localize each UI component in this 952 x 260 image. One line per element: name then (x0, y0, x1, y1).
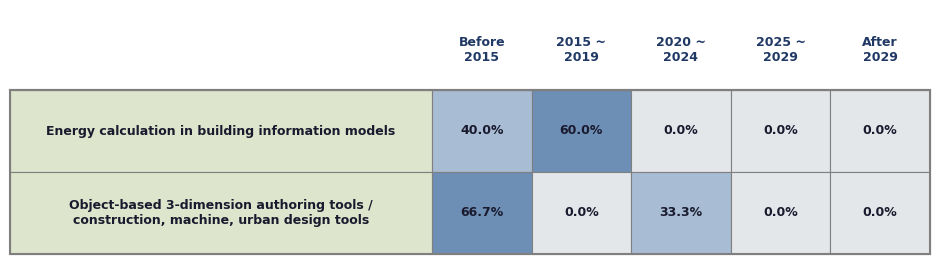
Bar (731, 172, 830, 254)
Text: 66.7%: 66.7% (460, 206, 504, 219)
Text: 2020 ~
2024: 2020 ~ 2024 (656, 36, 706, 64)
Text: 40.0%: 40.0% (460, 125, 504, 138)
Bar (531, 172, 631, 254)
Text: 2015 ~
2019: 2015 ~ 2019 (556, 36, 606, 64)
Bar (830, 90, 930, 172)
Text: Energy calculation in building information models: Energy calculation in building informati… (47, 125, 396, 138)
Text: 0.0%: 0.0% (863, 125, 898, 138)
Text: Object-based 3-dimension authoring tools /
construction, machine, urban design t: Object-based 3-dimension authoring tools… (69, 199, 373, 227)
Text: After
2029: After 2029 (863, 36, 898, 64)
Bar (10, 172, 432, 254)
Bar (10, 90, 432, 172)
Bar (10, 90, 930, 254)
Text: 0.0%: 0.0% (564, 206, 599, 219)
Bar (432, 172, 531, 254)
Text: 0.0%: 0.0% (764, 206, 798, 219)
Text: Before
2015: Before 2015 (459, 36, 506, 64)
Text: 0.0%: 0.0% (764, 125, 798, 138)
Bar (531, 90, 631, 172)
Text: 0.0%: 0.0% (664, 125, 699, 138)
Bar (731, 90, 830, 172)
Text: 60.0%: 60.0% (560, 125, 603, 138)
Bar (432, 90, 531, 172)
Text: 33.3%: 33.3% (660, 206, 703, 219)
Text: 0.0%: 0.0% (863, 206, 898, 219)
Bar (631, 172, 731, 254)
Bar (830, 172, 930, 254)
Text: 2025 ~
2029: 2025 ~ 2029 (756, 36, 805, 64)
Bar (631, 90, 731, 172)
